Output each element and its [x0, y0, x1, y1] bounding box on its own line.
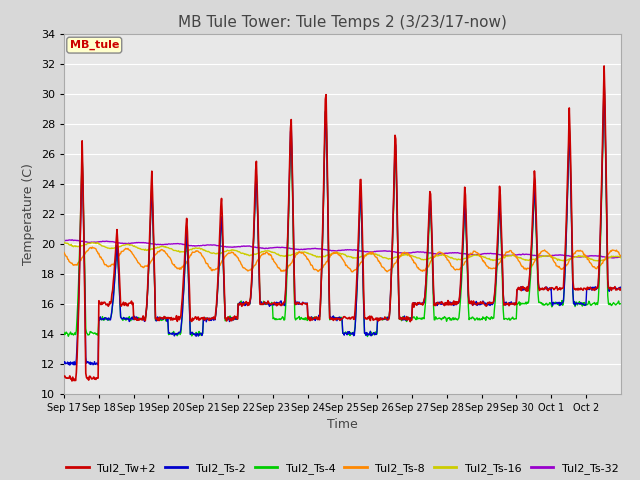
- Y-axis label: Temperature (C): Temperature (C): [22, 163, 35, 264]
- Title: MB Tule Tower: Tule Temps 2 (3/23/17-now): MB Tule Tower: Tule Temps 2 (3/23/17-now…: [178, 15, 507, 30]
- Text: MB_tule: MB_tule: [70, 40, 119, 50]
- Legend: Tul2_Tw+2, Tul2_Ts-2, Tul2_Ts-4, Tul2_Ts-8, Tul2_Ts-16, Tul2_Ts-32: Tul2_Tw+2, Tul2_Ts-2, Tul2_Ts-4, Tul2_Ts…: [62, 458, 623, 478]
- X-axis label: Time: Time: [327, 418, 358, 431]
